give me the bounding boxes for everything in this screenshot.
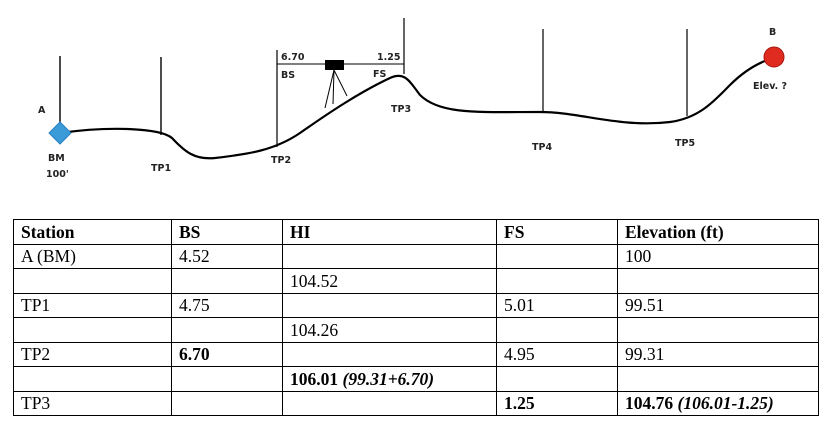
- cell-fs: [496, 317, 618, 343]
- label-bs: BS: [281, 70, 295, 81]
- cell-station: A (BM): [13, 243, 172, 269]
- header-fs: FS: [496, 219, 618, 245]
- cell-fs: [496, 268, 618, 294]
- benchmark-marker: [48, 121, 72, 145]
- label-b: B: [769, 27, 776, 38]
- cell-hi: [282, 292, 497, 318]
- cell-station: TP1: [13, 292, 172, 318]
- label-tp1: TP1: [151, 163, 171, 174]
- cell-bs: [171, 366, 283, 392]
- header-hi: HI: [282, 219, 497, 245]
- cell-elevation: 100: [617, 243, 819, 269]
- label-bm-elev: 100': [46, 169, 69, 180]
- cell-hi: 104.52: [282, 268, 497, 294]
- cell-station: [13, 268, 172, 294]
- tripod: [324, 69, 348, 109]
- cell-bs: 6.70: [171, 341, 283, 367]
- cell-bs: [171, 390, 283, 416]
- label-elev-unknown: Elev. ?: [753, 81, 787, 92]
- cell-bs: [171, 317, 283, 343]
- cell-bs: 4.75: [171, 292, 283, 318]
- cell-station: TP2: [13, 341, 172, 367]
- label-fs-reading: 1.25: [377, 52, 400, 63]
- level-instrument: [325, 60, 344, 70]
- table-row: A (BM) 4.52 100: [13, 243, 819, 269]
- table-row: TP2 6.70 4.95 99.31: [13, 341, 819, 367]
- target-point-b: [763, 46, 785, 68]
- label-tp3: TP3: [391, 104, 411, 115]
- cell-station: [13, 366, 172, 392]
- elevation-value: 104.76: [625, 393, 674, 414]
- cell-elevation: [617, 268, 819, 294]
- cell-elevation: [617, 317, 819, 343]
- cell-elevation: 99.31: [617, 341, 819, 367]
- header-elevation: Elevation (ft): [617, 219, 819, 245]
- cell-elevation: 99.51: [617, 292, 819, 318]
- cell-bs: 4.52: [171, 243, 283, 269]
- hi-value: 106.01: [290, 368, 339, 389]
- label-tp5: TP5: [675, 138, 695, 149]
- label-a: A: [38, 105, 46, 116]
- cell-hi: [282, 390, 497, 416]
- table-header-row: Station BS HI FS Elevation (ft): [13, 219, 819, 245]
- label-bs-reading: 6.70: [281, 52, 305, 63]
- cell-fs: 1.25: [496, 390, 618, 416]
- ground-profile: [59, 56, 774, 160]
- level-book-table: Station BS HI FS Elevation (ft) A (BM) 4…: [13, 219, 819, 416]
- cell-hi: [282, 243, 497, 269]
- cell-fs: [496, 243, 618, 269]
- header-station: Station: [13, 219, 172, 245]
- cell-hi: [282, 341, 497, 367]
- elevation-calculation-note: (106.01-1.25): [677, 393, 774, 414]
- table-row: 104.26: [13, 317, 819, 343]
- cell-station: [13, 317, 172, 343]
- label-bm: BM: [48, 153, 65, 164]
- label-tp2: TP2: [271, 155, 291, 166]
- cell-hi: 106.01 (99.31+6.70): [282, 366, 497, 392]
- table-row: TP3 1.25 104.76 (106.01-1.25): [13, 390, 819, 416]
- table-row: TP1 4.75 5.01 99.51: [13, 292, 819, 318]
- cell-hi: 104.26: [282, 317, 497, 343]
- label-fs: FS: [373, 69, 386, 80]
- label-tp4: TP4: [532, 142, 552, 153]
- header-bs: BS: [171, 219, 283, 245]
- cell-fs: [496, 366, 618, 392]
- cell-bs: [171, 268, 283, 294]
- leveling-diagram: A BM 100' TP1 TP2 TP3 TP4 TP5 B Elev. ? …: [38, 18, 787, 180]
- table-row: 106.01 (99.31+6.70): [13, 366, 819, 392]
- table-row: 104.52: [13, 268, 819, 294]
- cell-station: TP3: [13, 390, 172, 416]
- cell-elevation: [617, 366, 819, 392]
- hi-calculation-note: (99.31+6.70): [342, 368, 435, 389]
- cell-elevation: 104.76 (106.01-1.25): [617, 390, 819, 416]
- cell-fs: 4.95: [496, 341, 618, 367]
- cell-fs: 5.01: [496, 292, 618, 318]
